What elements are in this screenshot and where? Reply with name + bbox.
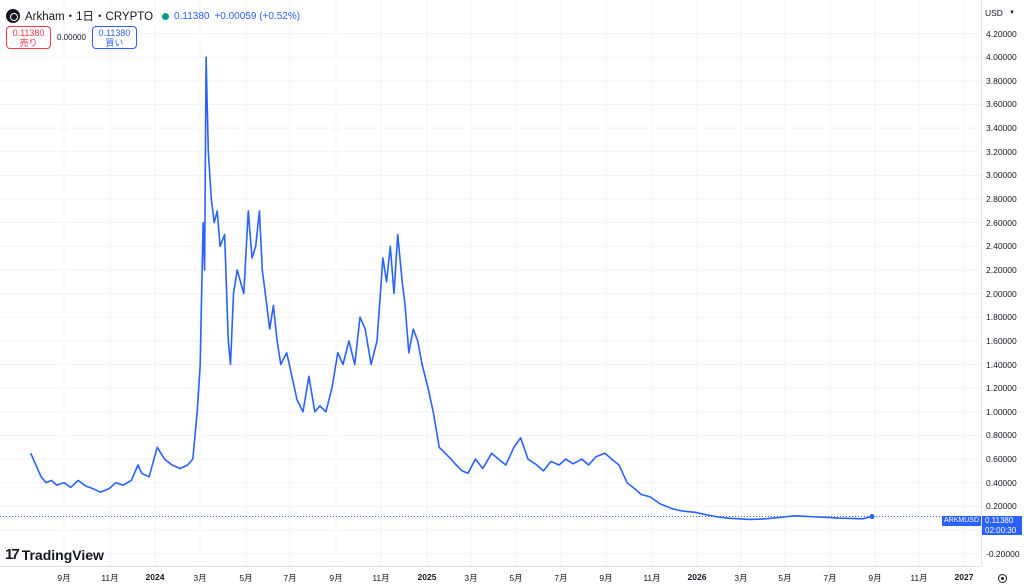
spread-value: 0.00000 xyxy=(57,33,86,42)
last-price: 0.11380 xyxy=(174,10,210,22)
tradingview-logo[interactable]: 17 TradingView xyxy=(5,546,104,563)
symbol-legend: Arkham・1日・CRYPTO 0.11380 +0.00059 (+0.52… xyxy=(6,8,300,24)
x-tick-label: 9月 xyxy=(868,573,882,583)
x-tick-label: 9月 xyxy=(599,573,613,583)
trade-panel: 0.11380 売り 0.00000 0.11380 買い xyxy=(6,26,137,49)
x-tick-label: 3月 xyxy=(193,573,207,583)
x-tick-label: 11月 xyxy=(643,573,661,583)
y-tick-label: 2.80000 xyxy=(986,194,1017,205)
x-tick-label: 2027 xyxy=(954,572,974,582)
y-tick-label: 3.20000 xyxy=(986,146,1017,157)
chart-area[interactable] xyxy=(0,0,981,566)
time-axis[interactable] xyxy=(0,566,981,586)
price-change: +0.00059 (+0.52%) xyxy=(214,10,301,22)
y-tick-label: 2.40000 xyxy=(986,241,1017,252)
brand-name: TradingView xyxy=(21,546,104,563)
x-tick-label: 11月 xyxy=(910,573,928,583)
x-tick-label: 7月 xyxy=(283,573,297,583)
tradingview-mark-icon: 17 xyxy=(5,546,20,563)
sell-button[interactable]: 0.11380 売り xyxy=(6,26,51,49)
y-tick-label: 1.40000 xyxy=(986,359,1017,370)
x-tick-label: 11月 xyxy=(372,573,390,583)
buy-price: 0.11380 xyxy=(98,27,131,38)
market-status-icon xyxy=(162,12,170,20)
price-line xyxy=(29,56,873,521)
y-tick-label: -0.20000 xyxy=(986,548,1020,559)
y-tick-label: 0.80000 xyxy=(986,430,1017,441)
x-tick-label: 9月 xyxy=(329,573,343,583)
sell-price: 0.11380 xyxy=(12,27,45,38)
y-tick-label: 3.00000 xyxy=(986,170,1017,181)
y-tick-label: 1.80000 xyxy=(986,312,1017,323)
price-axis[interactable] xyxy=(981,0,1024,566)
x-tick-label: 3月 xyxy=(734,573,748,583)
arkham-logo-icon xyxy=(6,9,20,23)
price-chart[interactable] xyxy=(0,0,981,566)
y-tick-label: 2.00000 xyxy=(986,288,1017,299)
x-tick-label: 7月 xyxy=(823,573,837,583)
x-tick-label: 2025 xyxy=(417,572,437,582)
symbol-title[interactable]: Arkham・1日・CRYPTO xyxy=(25,11,154,23)
price-tag-value: 0.11380 xyxy=(985,516,1014,525)
x-tick-label: 5月 xyxy=(509,573,523,583)
y-tick-label: 1.60000 xyxy=(986,335,1017,346)
last-price-tag: 0.11380 02:00:30 xyxy=(982,516,1022,535)
currency-label: USD xyxy=(985,8,1003,18)
x-tick-label: 5月 xyxy=(239,573,253,583)
y-tick-label: 1.00000 xyxy=(986,406,1017,417)
buy-label: 買い xyxy=(105,37,124,48)
x-tick-label: 5月 xyxy=(778,573,792,583)
chevron-down-icon: ▼ xyxy=(1008,10,1015,16)
y-tick-label: 3.40000 xyxy=(986,123,1017,134)
y-tick-label: 0.60000 xyxy=(986,454,1017,465)
x-tick-label: 9月 xyxy=(57,573,71,583)
symbol-price-tag: ARKMUSD xyxy=(942,516,982,526)
currency-selector[interactable]: USD ▼ xyxy=(985,8,1015,18)
bar-countdown: 02:00:30 xyxy=(985,525,1017,535)
settings-icon[interactable] xyxy=(998,574,1007,583)
x-tick-label: 2026 xyxy=(687,572,707,582)
y-tick-label: 4.20000 xyxy=(986,28,1017,39)
last-price-dot xyxy=(869,514,875,520)
y-tick-label: 0.40000 xyxy=(986,477,1017,488)
y-tick-label: 2.20000 xyxy=(986,264,1017,275)
y-tick-label: 0.20000 xyxy=(986,501,1017,512)
x-tick-label: 3月 xyxy=(464,573,478,583)
y-tick-label: 1.20000 xyxy=(986,383,1017,394)
y-tick-label: 3.60000 xyxy=(986,99,1017,110)
x-tick-label: 7月 xyxy=(554,573,568,583)
y-tick-label: 4.00000 xyxy=(986,52,1017,63)
x-tick-label: 11月 xyxy=(101,573,119,583)
sell-label: 売り xyxy=(19,37,38,48)
buy-button[interactable]: 0.11380 買い xyxy=(91,26,137,49)
y-tick-label: 3.80000 xyxy=(986,75,1017,86)
x-tick-label: 2024 xyxy=(145,572,165,582)
y-tick-label: 2.60000 xyxy=(986,217,1017,228)
